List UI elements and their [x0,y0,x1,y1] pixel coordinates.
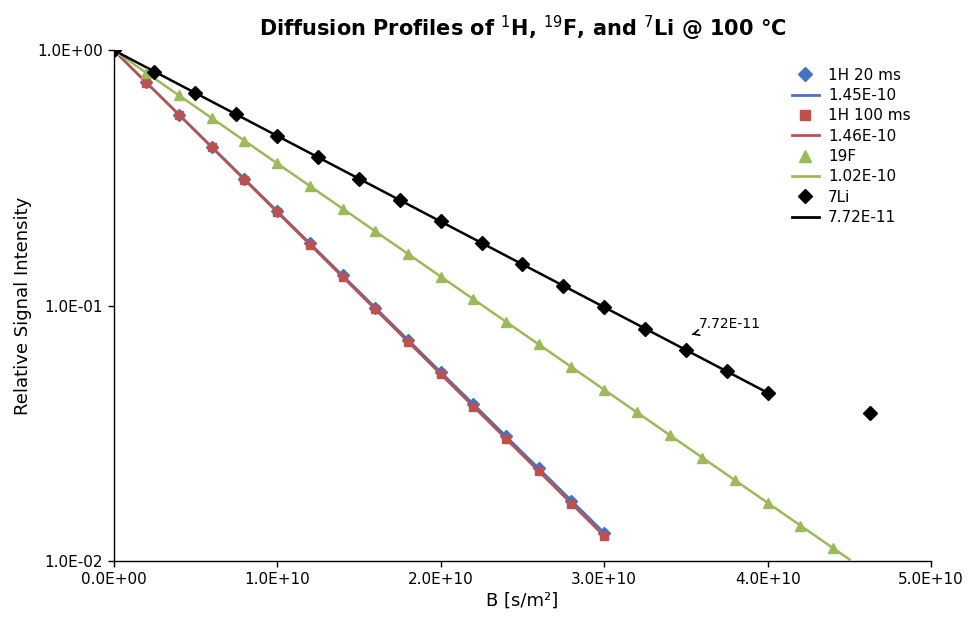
Title: Diffusion Profiles of $^{1}$H, $^{19}$F, and $^{7}$Li @ 100 °C: Diffusion Profiles of $^{1}$H, $^{19}$F,… [259,14,786,43]
Y-axis label: Relative Signal Intensity: Relative Signal Intensity [14,197,32,415]
Text: 7.72E-11: 7.72E-11 [693,316,760,335]
Legend: 1H 20 ms, 1.45E-10, 1H 100 ms, 1.46E-10, 19F, 1.02E-10, 7Li, 7.72E-11: 1H 20 ms, 1.45E-10, 1H 100 ms, 1.46E-10,… [786,63,914,230]
X-axis label: B [s/m²]: B [s/m²] [486,592,558,610]
